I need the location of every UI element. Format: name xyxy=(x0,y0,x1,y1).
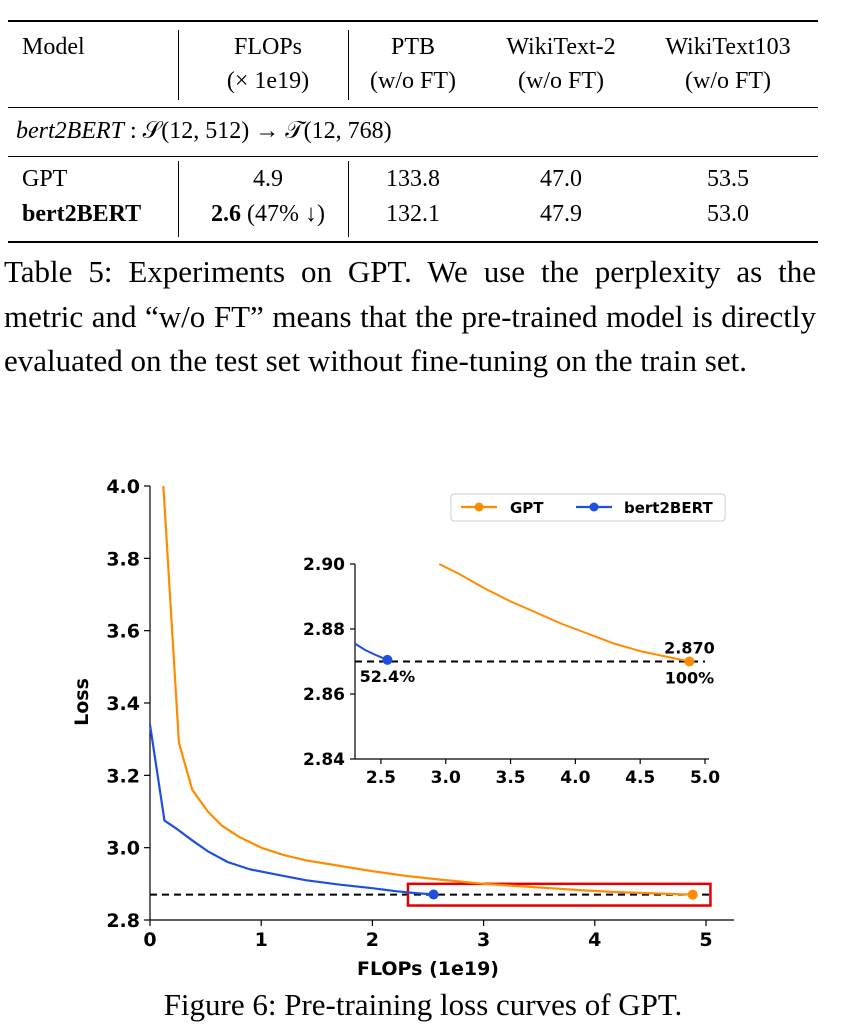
header-wikitext2-sub: (w/o FT) xyxy=(518,68,604,94)
row-bert2bert-flops: 2.6 (47% ↓) xyxy=(188,199,348,229)
inset-background xyxy=(353,558,711,761)
table-section-rule xyxy=(8,156,818,158)
table-vline-2 xyxy=(348,30,350,100)
header-wikitext2: WikiText-2 xyxy=(506,34,616,60)
table-section-label: bert2BERT : 𝒮(12, 512) → 𝒯(12, 768) xyxy=(16,116,392,146)
inset-y-tick-label: 2.88 xyxy=(303,620,345,640)
row-bert2bert-ptb: 132.1 xyxy=(386,201,440,227)
y-tick-label: 3.2 xyxy=(106,765,140,787)
y-axis-label: Loss xyxy=(71,678,93,726)
section-setting: : 𝒮(12, 512) → 𝒯(12, 768) xyxy=(124,118,392,144)
inset-y-tick-label: 2.84 xyxy=(303,750,345,770)
inset-x-tick-label: 2.5 xyxy=(366,768,396,788)
series-endpoint-gpt xyxy=(687,889,698,900)
inset-series-line-bert2bert xyxy=(354,642,388,661)
row-bert2bert-wt2: 47.9 xyxy=(540,201,582,227)
x-tick-label: 5 xyxy=(699,929,712,951)
x-axis-label: FLOPs (1e19) xyxy=(357,958,499,980)
table-vline-1 xyxy=(178,30,180,100)
header-ptb: PTB xyxy=(390,34,435,60)
table-caption: Table 5: Experiments on GPT. We use the … xyxy=(4,254,816,378)
inset-x-tick-label: 3.5 xyxy=(495,768,525,788)
chart-legend: GPT bert2BERT xyxy=(450,493,726,522)
y-tick-label: 4.0 xyxy=(106,476,140,498)
table-bottom-rule xyxy=(8,241,818,243)
y-tick-label: 3.6 xyxy=(106,621,140,643)
table-header-rule xyxy=(8,107,818,109)
section-model-name: bert2BERT xyxy=(16,118,124,144)
row-gpt-wt2: 47.0 xyxy=(540,166,582,192)
figure-caption: Figure 6: Pre-training loss curves of GP… xyxy=(163,987,683,1022)
bert2bert-flops-value: 2.6 xyxy=(211,201,241,227)
header-wikitext103-sub: (w/o FT) xyxy=(685,68,771,94)
y-tick-label: 2.8 xyxy=(106,910,140,932)
header-wikitext103: WikiText103 xyxy=(665,34,791,60)
table-vline-4 xyxy=(348,161,350,237)
header-flops-unit: (× 1e19) xyxy=(226,68,310,94)
inset-x-tick-label: 3.0 xyxy=(431,768,461,788)
x-tick-label: 3 xyxy=(477,929,490,951)
inset-y-tick-label: 2.90 xyxy=(303,555,345,575)
y-tick-label: 3.8 xyxy=(106,548,140,570)
row-bert2bert-model: bert2BERT xyxy=(22,201,142,227)
inset-annotation: 100% xyxy=(665,669,714,688)
row-gpt-flops: 4.9 xyxy=(253,166,283,192)
highlight-box xyxy=(406,882,712,907)
inset-endpoint-gpt xyxy=(684,656,695,667)
x-tick-label: 0 xyxy=(143,929,156,951)
inset-x-tick-label: 5.0 xyxy=(690,768,720,788)
bert2bert-flops-note: (47% ↓) xyxy=(241,201,325,227)
inset-endpoint-bert2bert xyxy=(382,654,393,665)
series-line-bert2bert xyxy=(148,724,434,896)
series-line-gpt xyxy=(162,485,693,896)
x-tick-label: 1 xyxy=(255,929,268,951)
inset-annotation: 2.870 xyxy=(664,639,715,658)
header-ptb-sub: (w/o FT) xyxy=(370,68,456,94)
results-table: Model FLOPs (× 1e19) PTB (w/o FT) WikiTe… xyxy=(8,20,818,244)
y-tick-label: 3.4 xyxy=(106,693,140,715)
inset-y-tick-label: 2.86 xyxy=(303,685,345,705)
x-tick-label: 4 xyxy=(588,929,601,951)
inset-x-tick-label: 4.5 xyxy=(625,768,655,788)
series-endpoint-bert2bert xyxy=(428,889,439,900)
legend-label-gpt: GPT xyxy=(510,499,544,517)
legend-marker-bert2bert xyxy=(589,502,599,512)
row-gpt-ptb: 133.8 xyxy=(386,166,440,192)
inset-chart: 2.5 3.0 3.5 4.0 4.5 5.0 2.84 2.86 2.88 2.90 2.870 1… xyxy=(303,555,720,788)
loss-chart: 0 1 2 3 4 5 2.8 3.0 3.2 3.4 3.6 3.8 4.0 2.5 3.0 3.5 4.0… xyxy=(71,476,734,980)
x-tick-label: 2 xyxy=(366,929,379,951)
inset-x-tick-label: 4.0 xyxy=(560,768,590,788)
legend-marker-gpt xyxy=(474,502,484,512)
y-tick-label: 3.0 xyxy=(106,838,140,860)
header-flops: FLOPs xyxy=(233,34,303,60)
row-gpt-wt103: 53.5 xyxy=(707,166,749,192)
legend-label-bert2bert: bert2BERT xyxy=(624,499,713,517)
inset-series-line-gpt xyxy=(438,563,690,663)
table-top-rule xyxy=(8,20,818,22)
main-axes: 0 1 2 3 4 5 2.8 3.0 3.2 3.4 3.6 3.8 4.0 xyxy=(106,476,734,951)
row-gpt-model: GPT xyxy=(22,166,68,192)
header-model: Model xyxy=(22,34,85,60)
table-vline-3 xyxy=(178,161,180,237)
inset-annotation: 52.4% xyxy=(360,667,416,686)
row-bert2bert-wt103: 53.0 xyxy=(707,201,749,227)
main-plot-area xyxy=(148,485,712,907)
